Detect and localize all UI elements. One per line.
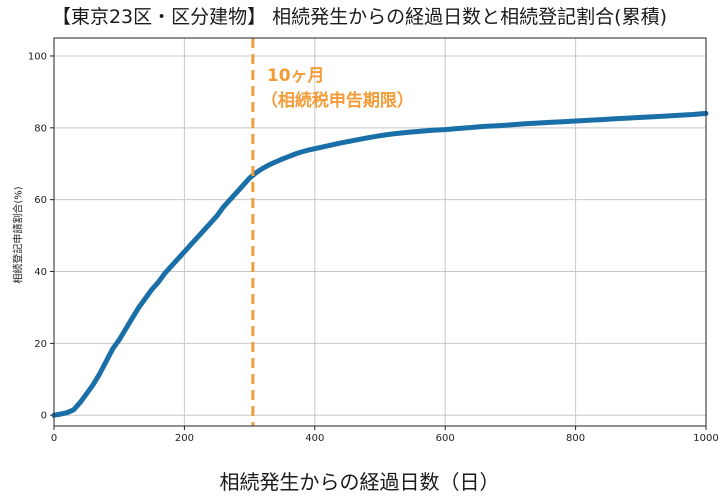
y-tick-label: 60 (34, 195, 47, 206)
x-tick-label: 400 (305, 433, 324, 444)
axis-ticks: 0 200 400 600 800 1000 0 20 40 60 80 100 (28, 51, 719, 444)
y-tick-label: 40 (34, 267, 47, 278)
x-tick-label: 800 (566, 433, 585, 444)
chart-title: 【東京23区・区分建物】 相続発生からの経過日数と相続登記割合(累積) (51, 6, 668, 28)
y-tick-label: 80 (34, 123, 47, 134)
x-tick-label: 1000 (693, 433, 718, 444)
plot-frame (53, 37, 707, 427)
x-tick-label: 0 (51, 433, 57, 444)
y-tick-label: 0 (41, 411, 47, 422)
x-axis-label: 相続発生からの経過日数（日） (219, 470, 500, 494)
x-tick-label: 200 (175, 433, 194, 444)
series-line (51, 110, 709, 418)
series-group (51, 110, 709, 418)
x-tick-label: 600 (436, 433, 455, 444)
marker-label-line1: 10ヶ月 (267, 66, 325, 86)
y-tick-label: 100 (28, 51, 47, 62)
marker-label-line2: （相続税申告期限） (261, 90, 414, 111)
annotation-group: 10ヶ月 （相続税申告期限） (251, 38, 414, 426)
y-tick-label: 20 (34, 339, 47, 350)
